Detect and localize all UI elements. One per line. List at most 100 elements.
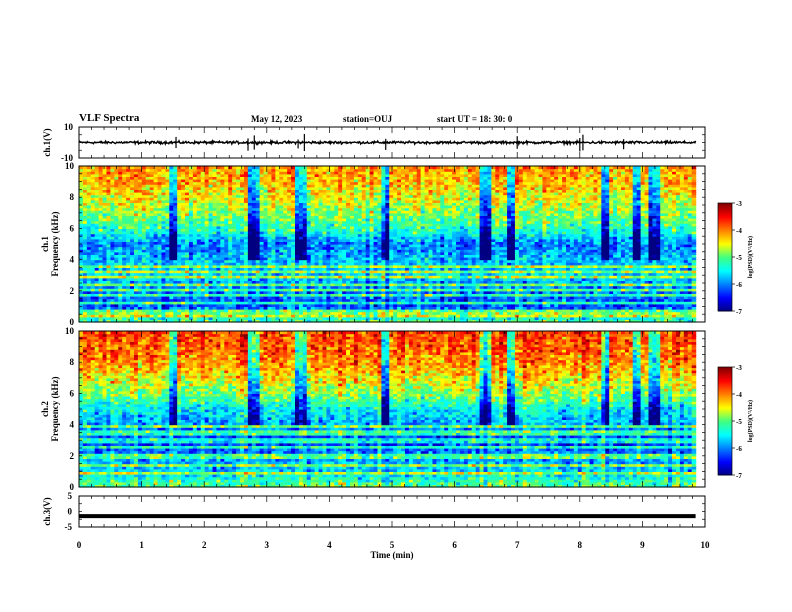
spectrogram-cell — [102, 249, 108, 253]
spectrogram-cell — [126, 220, 131, 224]
spectrogram-cell — [86, 319, 92, 323]
spectrogram-cell — [130, 244, 135, 248]
spectrogram-cell — [130, 225, 135, 229]
spectrogram-cell — [118, 290, 123, 294]
spectrogram-cell — [126, 215, 131, 219]
spectrogram-cell — [145, 246, 151, 250]
spectrogram-cell — [141, 166, 147, 170]
spectrogram-cell — [145, 293, 151, 297]
spectrogram-cell — [106, 259, 112, 263]
spectrogram-cell — [110, 296, 115, 300]
spectrogram-cell — [86, 166, 92, 170]
spectrogram-cell — [110, 288, 115, 292]
spectrogram-cell — [90, 184, 96, 188]
spectrogram-cell — [130, 275, 135, 279]
spectrogram-cell — [137, 264, 143, 268]
spectrogram-cell — [79, 311, 84, 315]
spectrogram-cell — [82, 210, 88, 214]
spectrogram-cell — [149, 194, 155, 198]
spectrogram-cell — [82, 207, 88, 211]
spectrogram-cell — [79, 319, 84, 323]
spectrogram-cell — [118, 215, 123, 219]
spectrogram-cell — [130, 205, 135, 209]
spectrogram-cell — [145, 267, 151, 271]
spectrogram-cell — [126, 236, 131, 240]
spectrogram-cell — [86, 205, 92, 209]
spectrogram-cell — [118, 283, 123, 287]
spectrogram-cell — [98, 277, 104, 281]
spectrogram-cell — [82, 236, 88, 240]
spectrogram-cell — [145, 262, 151, 266]
spectrogram-cell — [149, 316, 155, 320]
spectrogram-cell — [114, 283, 119, 287]
spectrogram-cell — [110, 314, 115, 318]
spectrogram-cell — [98, 296, 104, 300]
spectrogram-cell — [82, 275, 88, 279]
spectrogram-cell — [110, 311, 115, 315]
spectrogram-cell — [110, 186, 115, 190]
spectrogram-cell — [126, 293, 131, 297]
spectrogram-cell — [145, 249, 151, 253]
spectrogram-cell — [86, 267, 92, 271]
spectrogram-cell — [114, 212, 119, 216]
spectrogram-cell — [149, 296, 155, 300]
spectrogram-cell — [149, 264, 155, 268]
spectrogram-cell — [118, 262, 123, 266]
spectrogram-cell — [130, 220, 135, 224]
spectrogram-cell — [114, 267, 119, 271]
spectrogram-cell — [149, 238, 155, 242]
spectrogram-cell — [110, 181, 115, 185]
spectrogram-cell — [145, 223, 151, 227]
spectrogram-cell — [94, 215, 100, 219]
spectrogram-cell — [90, 319, 96, 323]
spectrogram-cell — [86, 192, 92, 196]
spectrogram-cell — [94, 186, 100, 190]
spectrogram-cell — [98, 309, 104, 313]
spectrogram-cell — [122, 220, 127, 224]
spectrogram-cell — [145, 288, 151, 292]
spectrogram-cell — [133, 280, 139, 284]
spectrogram-cell — [118, 179, 123, 183]
spectrogram-cell — [110, 319, 115, 323]
spectrogram-cell — [137, 293, 143, 297]
spectrogram-cell — [94, 244, 100, 248]
spectrogram-cell — [141, 212, 147, 216]
spectrogram-cell — [141, 186, 147, 190]
spectrogram-cell — [102, 275, 108, 279]
spectrogram-cell — [122, 257, 127, 261]
spectrogram-cell — [149, 225, 155, 229]
spectrogram-cell — [94, 218, 100, 222]
spectrogram-cell — [118, 293, 123, 297]
spectrogram-cell — [110, 290, 115, 294]
spectrogram-cell — [141, 277, 147, 281]
spectrogram-cell — [122, 210, 127, 214]
spectrogram-cell — [141, 176, 147, 180]
spectrogram-cell — [90, 314, 96, 318]
spectrogram-cell — [137, 236, 143, 240]
spectrogram-cell — [94, 285, 100, 289]
spectrogram-cell — [118, 231, 123, 235]
spectrogram-cell — [145, 168, 151, 172]
spectrogram-cell — [94, 316, 100, 320]
spectrogram-cell — [149, 197, 155, 201]
spectrogram-cell — [130, 303, 135, 307]
spectrogram-cell — [98, 228, 104, 232]
spectrogram-cell — [79, 199, 84, 203]
spectrogram-cell — [145, 210, 151, 214]
spectrogram-cell — [130, 189, 135, 193]
spectrogram-cell — [106, 202, 112, 206]
spectrogram-cell — [82, 267, 88, 271]
spectrogram-cell — [102, 231, 108, 235]
spectrogram-cell — [149, 285, 155, 289]
spectrogram-cell — [102, 251, 108, 255]
spectrogram-cell — [82, 199, 88, 203]
spectrogram-cell — [79, 184, 84, 188]
spectrogram-cell — [141, 202, 147, 206]
spectrogram-cell — [82, 223, 88, 227]
spectrogram-cell — [102, 306, 108, 310]
spectrogram-cell — [86, 275, 92, 279]
spectrogram-cell — [122, 199, 127, 203]
spectrogram-cell — [114, 233, 119, 237]
spectrogram-cell — [106, 231, 112, 235]
spectrogram-cell — [114, 316, 119, 320]
